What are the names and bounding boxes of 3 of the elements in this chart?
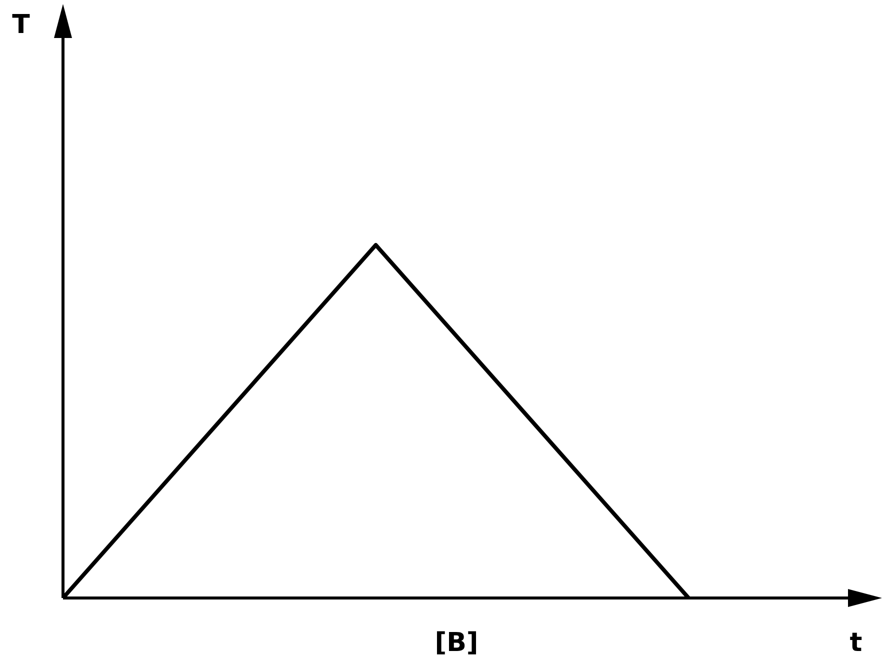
text: T [12,10,30,40]
text: [B] [434,628,478,658]
x-axis-title: t [850,628,862,658]
